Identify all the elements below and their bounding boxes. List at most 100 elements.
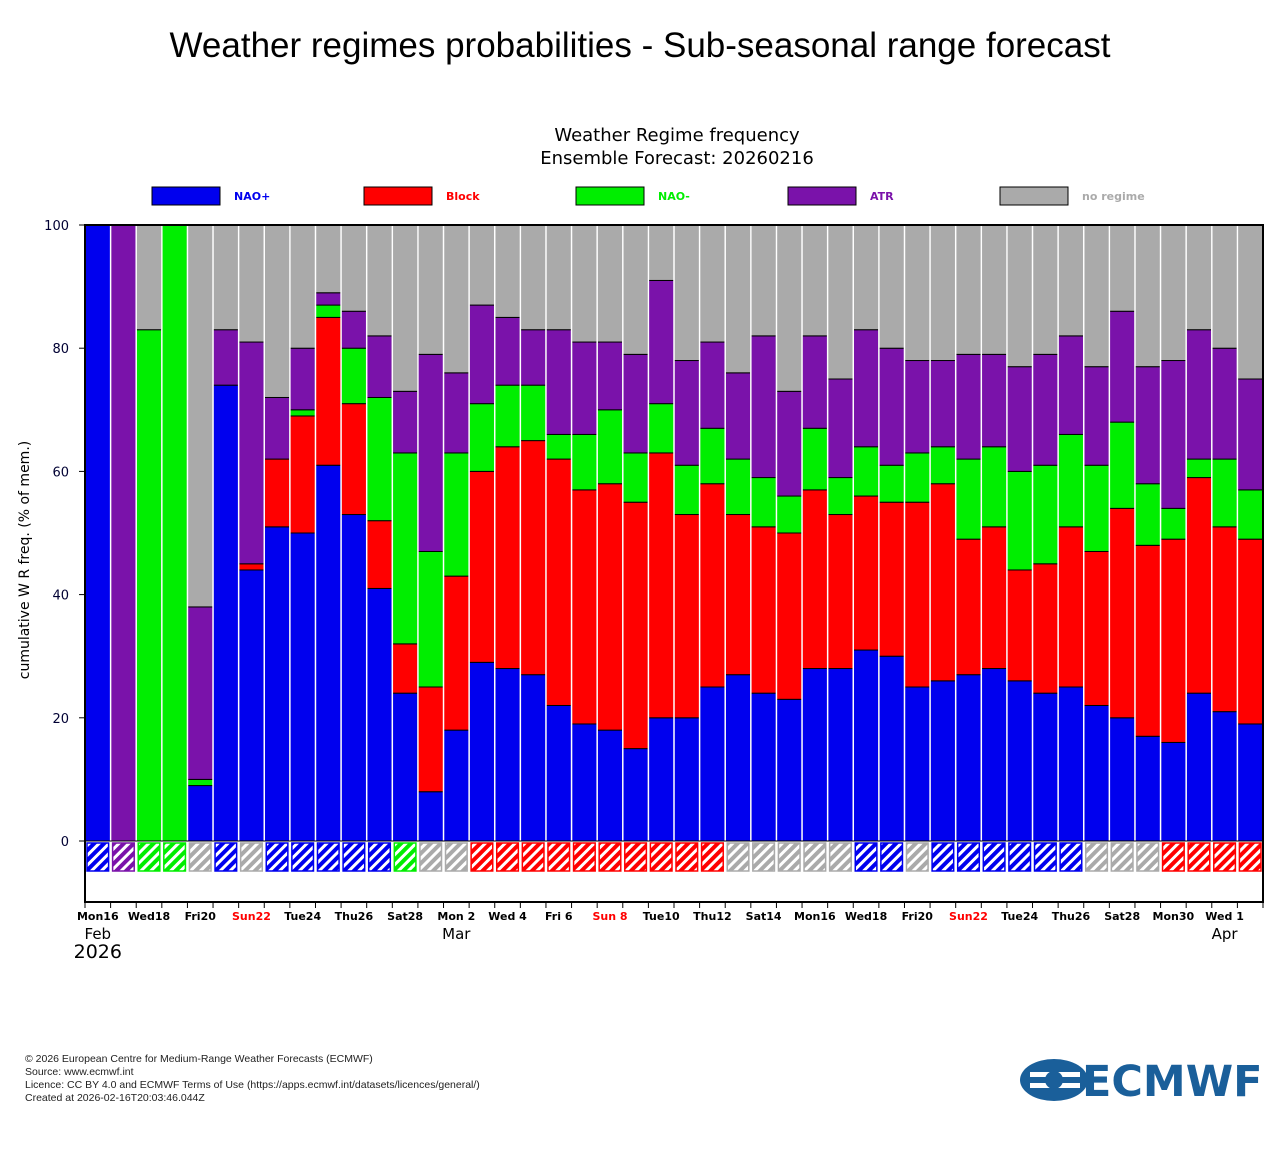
dominant-regime-box-day-43	[1187, 842, 1211, 872]
bar-atr-day-23	[673, 360, 701, 466]
bar-nao-day-31	[878, 464, 905, 503]
bar-nao-day-9	[314, 464, 342, 842]
bar-block-day-20	[596, 483, 624, 731]
bar-block-day-8	[289, 415, 316, 534]
bar-noregime-day-20	[596, 224, 624, 343]
bar-block-day-16	[494, 446, 521, 670]
bar-nao-day-22	[647, 717, 675, 842]
bar-nao-day-5	[212, 384, 240, 842]
bar-nao-day-27	[775, 698, 803, 842]
x-tick-label: Tue10	[643, 910, 680, 923]
x-tick-label: Sun22	[232, 910, 271, 923]
bar-nao-day-23	[673, 464, 701, 516]
bar-atr-day-40	[1108, 310, 1136, 423]
dominant-regime-box-day-27	[777, 842, 801, 872]
dominant-regime-box-day-45	[1238, 842, 1262, 872]
bar-nao-day-14	[443, 729, 470, 842]
y-axis-label: cumulative W R freq. (% of mem.)	[17, 441, 33, 680]
regime-frequency-chart: Weather Regime frequency Ensemble Foreca…	[17, 125, 1264, 963]
bar-nao-day-9	[314, 304, 342, 318]
bar-atr-day-6	[238, 341, 265, 565]
bar-nao-day-7	[263, 526, 291, 842]
bar-nao-day-34	[955, 674, 982, 842]
bar-nao-day-25	[724, 674, 752, 842]
bar-nao-day-37	[1032, 692, 1059, 842]
bar-nao-day-37	[1032, 464, 1059, 565]
bar-atr-day-18	[545, 329, 573, 435]
bar-nao-day-29	[827, 668, 854, 842]
x-tick-label: Mon16	[794, 910, 836, 923]
bar-nao-day-28	[801, 668, 829, 842]
bar-noregime-day-37	[1032, 224, 1059, 355]
bar-block-day-36	[1006, 569, 1034, 682]
y-tick-label: 20	[52, 712, 69, 727]
plot-area	[84, 224, 1264, 903]
dominant-regime-box-day-16	[495, 842, 520, 872]
dominant-regime-box-day-14	[444, 842, 468, 872]
bar-noregime-day-26	[750, 224, 777, 337]
bar-atr-day-35	[980, 353, 1008, 448]
bar-block-day-37	[1032, 563, 1059, 694]
bar-block-day-32	[903, 501, 931, 688]
dominant-regime-box-day-22	[649, 842, 673, 872]
dominant-regime-box-day-33	[931, 842, 955, 872]
bar-block-day-35	[980, 526, 1008, 670]
bar-nao-day-24	[699, 427, 726, 485]
bar-nao-day-23	[673, 717, 701, 842]
dominant-regime-box-day-30	[854, 842, 878, 872]
bar-atr-day-31	[878, 347, 905, 466]
bar-noregime-day-17	[519, 224, 547, 331]
bar-noregime-day-8	[289, 224, 316, 349]
bar-nao-day-32	[903, 686, 931, 842]
dominant-regime-box-day-20	[598, 842, 622, 872]
bar-noregime-day-21	[622, 224, 649, 355]
dominant-regime-box-day-9	[316, 842, 340, 872]
bar-block-day-22	[647, 452, 675, 719]
bar-atr-day-44	[1211, 347, 1238, 460]
bar-nao-day-38	[1057, 433, 1085, 528]
ecmwf-logo: ECMWF	[1020, 1057, 1261, 1104]
dominant-regime-box-day-5	[214, 842, 238, 872]
x-tick-label: Wed 4	[488, 910, 527, 923]
legend-label-nao: NAO-	[658, 190, 690, 203]
bar-nao-day-14	[443, 452, 470, 577]
dominant-regime-box-day-29	[828, 842, 853, 872]
dominant-regime-box-day-34	[956, 842, 981, 872]
bar-noregime-day-42	[1160, 224, 1187, 362]
dominant-regime-box-day-28	[803, 842, 827, 872]
dominant-regime-box-day-41	[1136, 842, 1160, 872]
bar-nao-day-27	[775, 495, 803, 534]
bar-nao-day-6	[238, 569, 265, 842]
bar-atr-day-30	[852, 329, 880, 448]
bar-atr-day-42	[1160, 360, 1187, 509]
x-tick-label: Tue24	[1001, 910, 1038, 923]
bar-nao-day-3	[161, 224, 188, 842]
dominant-regime-box-day-15	[470, 842, 494, 872]
month-label: Mar	[442, 925, 471, 943]
bar-block-day-39	[1083, 550, 1110, 706]
bar-nao-day-44	[1211, 711, 1238, 842]
dominant-regime-box-day-4	[188, 842, 212, 872]
y-axis: 0 20 40 60 80 100	[44, 219, 85, 850]
bar-atr-day-11	[366, 335, 393, 398]
x-tick-label: Wed18	[128, 910, 170, 923]
legend-swatch-atr	[787, 186, 857, 206]
bar-noregime-day-19	[571, 224, 598, 343]
bar-noregime-day-18	[545, 224, 573, 331]
bar-atr-day-41	[1134, 366, 1162, 485]
dominant-regime-box-day-12	[393, 842, 417, 872]
bar-noregime-day-32	[903, 224, 931, 362]
bar-nao-day-36	[1006, 680, 1034, 842]
bar-nao-day-41	[1134, 483, 1162, 546]
y-tick-label: 80	[52, 342, 69, 357]
x-tick-label: Mon 2	[437, 910, 475, 923]
bar-noregime-day-15	[468, 224, 496, 306]
bar-noregime-day-40	[1108, 224, 1136, 312]
x-tick-label: Sat14	[746, 910, 782, 923]
bar-nao-day-2	[135, 329, 163, 842]
bar-nao-day-19	[571, 723, 598, 842]
x-tick-label: Sun22	[949, 910, 988, 923]
bar-atr-day-32	[903, 360, 931, 454]
bar-noregime-day-39	[1083, 224, 1110, 368]
bar-atr-day-26	[750, 335, 777, 479]
